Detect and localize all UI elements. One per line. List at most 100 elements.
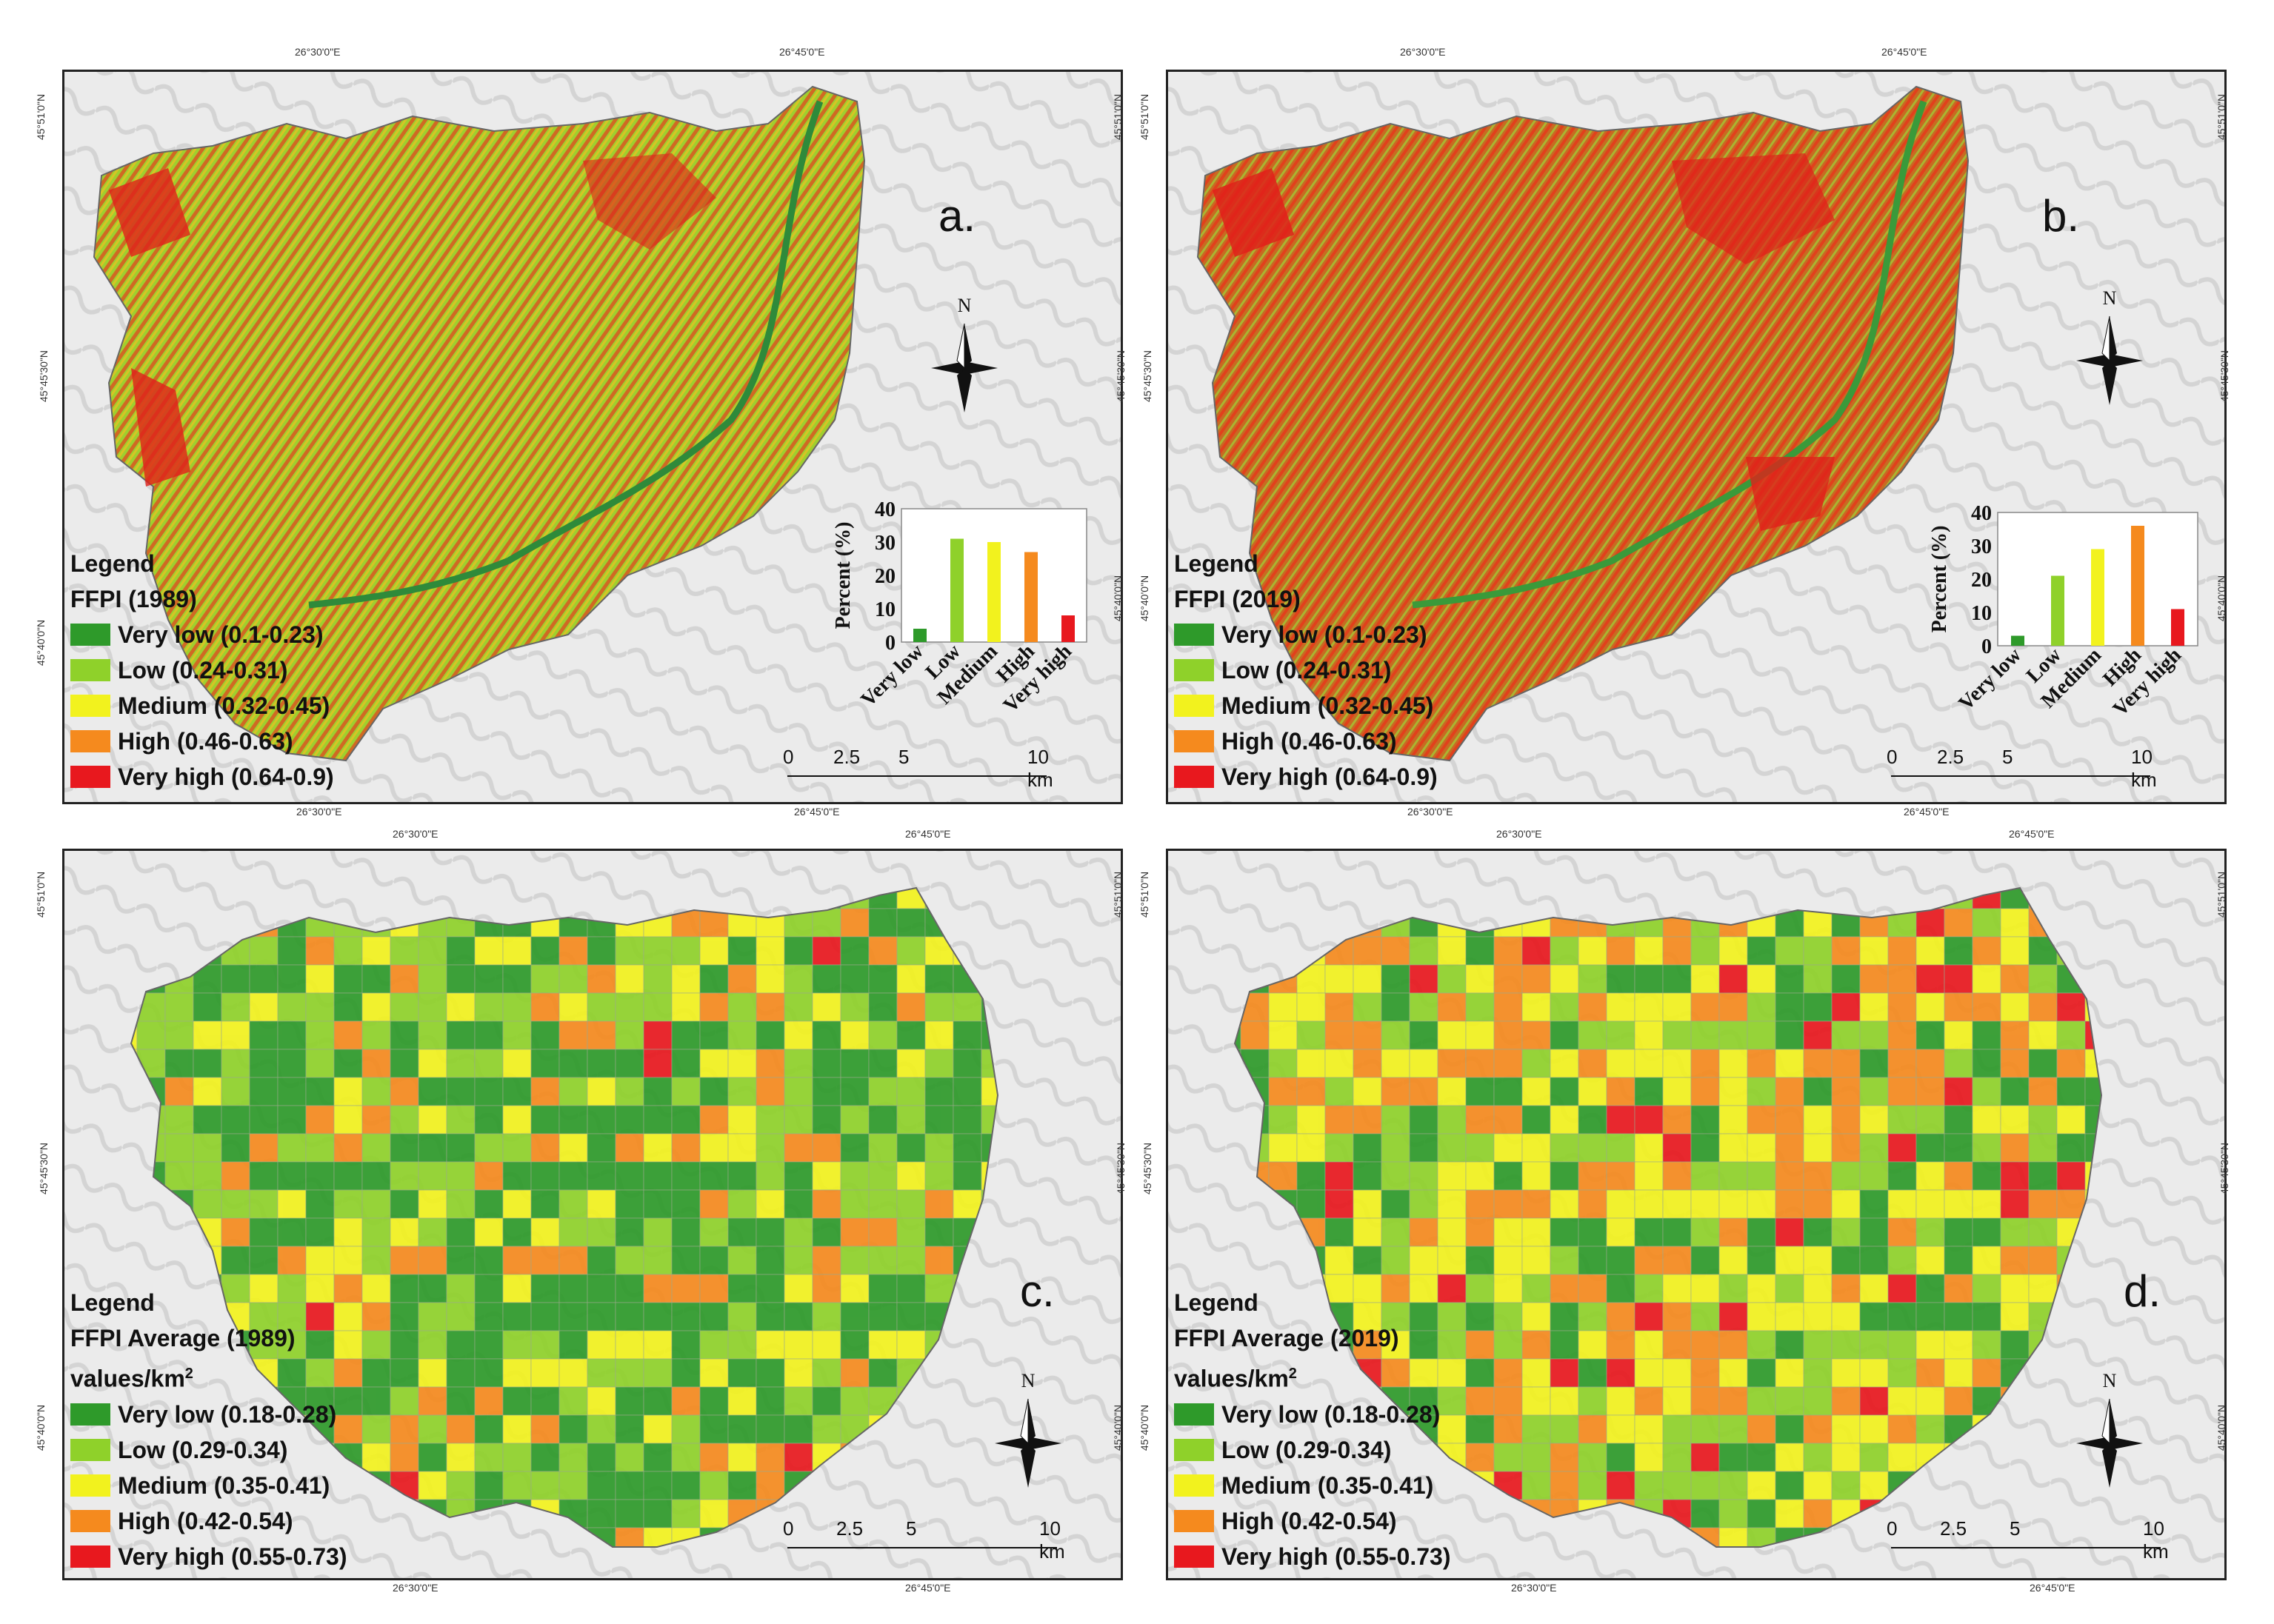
legend-label: High (0.42-0.54) — [1221, 1507, 1397, 1534]
swatch-very-high — [1174, 1545, 1214, 1568]
legend-label: Very high (0.55-0.73) — [118, 1543, 347, 1570]
legend-item-high: High (0.46-0.63) — [1174, 724, 1438, 759]
left-coord-3: 45°40'0"N — [35, 1404, 47, 1451]
legend-label: Very low (0.1-0.23) — [1221, 621, 1427, 648]
north-label: N — [2103, 287, 2117, 309]
legend-item-medium: Medium (0.32-0.45) — [1174, 688, 1438, 724]
legend-item-very-high: Very high (0.55-0.73) — [1174, 1539, 1450, 1574]
legend-units: values/km2 — [70, 1356, 347, 1397]
scale-bar-d: 0 2.5 5 10 km — [1887, 1517, 2169, 1563]
swatch-high — [70, 730, 110, 752]
legend-label: Low (0.24-0.31) — [118, 657, 288, 684]
bar-high — [2131, 526, 2144, 646]
legend-item-medium: Medium (0.32-0.45) — [70, 688, 334, 724]
left-coord-2: 45°45'30"N — [1141, 350, 1154, 403]
catchment-b — [1196, 85, 1970, 762]
right-coord-3: 45°40'0"N — [1112, 575, 1124, 622]
scale-10km: 10 km — [1039, 1517, 1065, 1563]
left-coord-1: 45°51'0"N — [1138, 93, 1151, 141]
bar-high — [1024, 552, 1038, 642]
map-a-svg — [64, 72, 1121, 802]
legend-units-text: values/km — [70, 1365, 185, 1392]
left-coord-3: 45°40'0"N — [1138, 1404, 1151, 1451]
scale-10km: 10 km — [2131, 746, 2157, 791]
y-axis-label: Percent (%) — [1928, 526, 1951, 633]
legend-a: Legend FFPI (1989) Very low (0.1-0.23) L… — [70, 546, 334, 795]
swatch-very-low — [70, 1403, 110, 1426]
right-coord-1: 45°51'0"N — [1112, 93, 1124, 141]
legend-units-sup: 2 — [184, 1366, 193, 1382]
swatch-medium — [1174, 1474, 1214, 1497]
left-coord-2: 45°45'30"N — [38, 1142, 50, 1195]
bar-medium — [2091, 549, 2104, 646]
catchment-outline — [130, 886, 999, 1548]
swatch-very-low — [1174, 1403, 1214, 1426]
bar-very-high — [2171, 609, 2184, 646]
bar-very-low — [913, 629, 927, 642]
left-coord-1: 45°51'0"N — [1138, 871, 1151, 918]
right-coord-2: 45°45'30"N — [1115, 350, 1127, 403]
bottom-coord-2: 26°45'0"E — [905, 1582, 951, 1594]
north-label: N — [958, 295, 972, 316]
left-coord-2: 45°45'30"N — [1141, 1142, 1154, 1195]
scale-0: 0 — [783, 1517, 794, 1540]
swatch-high — [70, 1509, 110, 1532]
right-coord-1: 45°51'0"N — [1112, 871, 1124, 918]
legend-units-text: values/km — [1174, 1365, 1289, 1392]
top-coord-2: 26°45'0"E — [779, 46, 825, 58]
legend-label: Very low (0.1-0.23) — [118, 621, 324, 648]
panel-letter-c: c. — [1020, 1266, 1055, 1316]
swatch-high — [1174, 1509, 1214, 1532]
legend-item-low: Low (0.24-0.31) — [70, 652, 334, 688]
legend-label: Medium (0.32-0.45) — [1221, 692, 1434, 719]
scale-5: 5 — [2010, 1517, 2021, 1540]
scale-2-5: 2.5 — [1937, 746, 1964, 768]
scale-bar-c: 0 2.5 5 10 km — [783, 1517, 1065, 1563]
scale-5: 5 — [906, 1517, 917, 1540]
scale-2-5: 2.5 — [836, 1517, 864, 1540]
left-coord-2: 45°45'30"N — [38, 350, 50, 403]
legend-item-high: High (0.46-0.63) — [70, 724, 334, 759]
legend-title: FFPI (2019) — [1174, 586, 1301, 612]
swatch-medium — [1174, 695, 1214, 717]
right-coord-2: 45°45'30"N — [1115, 1142, 1127, 1195]
swatch-medium — [70, 1474, 110, 1497]
legend-heading: Legend — [70, 550, 155, 577]
top-coord-1: 26°30'0"E — [1400, 46, 1446, 58]
y-tick-label: 30 — [1971, 535, 1992, 558]
legend-item-very-high: Very high (0.64-0.9) — [1174, 759, 1438, 795]
left-coord-1: 45°51'0"N — [35, 871, 47, 918]
north-arrow-icon: N — [2076, 287, 2143, 405]
legend-label: High (0.46-0.63) — [118, 728, 293, 755]
scale-bar-b: 0 2.5 5 10 km — [1887, 746, 2157, 791]
swatch-very-high — [70, 766, 110, 788]
map-frame-c: c. N Legend FFPI Average (1989) values/k… — [62, 849, 1123, 1580]
y-tick-label: 10 — [875, 598, 896, 621]
right-coord-1: 45°51'0"N — [2215, 871, 2228, 918]
y-tick-label: 10 — [1971, 602, 1992, 625]
panel-letter-d: d. — [2124, 1266, 2161, 1316]
catchment-a — [93, 85, 866, 762]
legend-item-medium: Medium (0.35-0.41) — [70, 1468, 347, 1503]
map-d-svg — [1168, 851, 2224, 1578]
legend-b: Legend FFPI (2019) Very low (0.1-0.23) L… — [1174, 546, 1438, 795]
bar-low — [950, 538, 964, 642]
bottom-coord-2: 26°45'0"E — [794, 806, 840, 818]
map-frame-d: d. N Legend FFPI Average (2019) values/k… — [1166, 849, 2227, 1580]
top-coord-1: 26°30'0"E — [295, 46, 341, 58]
legend-label: Medium (0.35-0.41) — [1221, 1471, 1434, 1499]
left-coord-3: 45°40'0"N — [35, 619, 47, 666]
map-frame-b: b. N 0 10 20 30 40 Percent (%) Very low Low Medi… — [1166, 70, 2227, 804]
legend-item-high: High (0.42-0.54) — [70, 1503, 347, 1539]
legend-item-very-low: Very low (0.18-0.28) — [1174, 1397, 1450, 1432]
swatch-very-high — [70, 1545, 110, 1568]
bottom-coord-2: 26°45'0"E — [2030, 1582, 2075, 1594]
top-coord-1: 26°30'0"E — [393, 828, 439, 840]
legend-label: High (0.46-0.63) — [1221, 728, 1397, 755]
y-tick-label: 20 — [875, 565, 896, 588]
swatch-very-low — [1174, 624, 1214, 646]
bottom-coord-1: 26°30'0"E — [1511, 1582, 1557, 1594]
legend-item-very-high: Very high (0.64-0.9) — [70, 759, 334, 795]
legend-label: Low (0.24-0.31) — [1221, 657, 1392, 684]
